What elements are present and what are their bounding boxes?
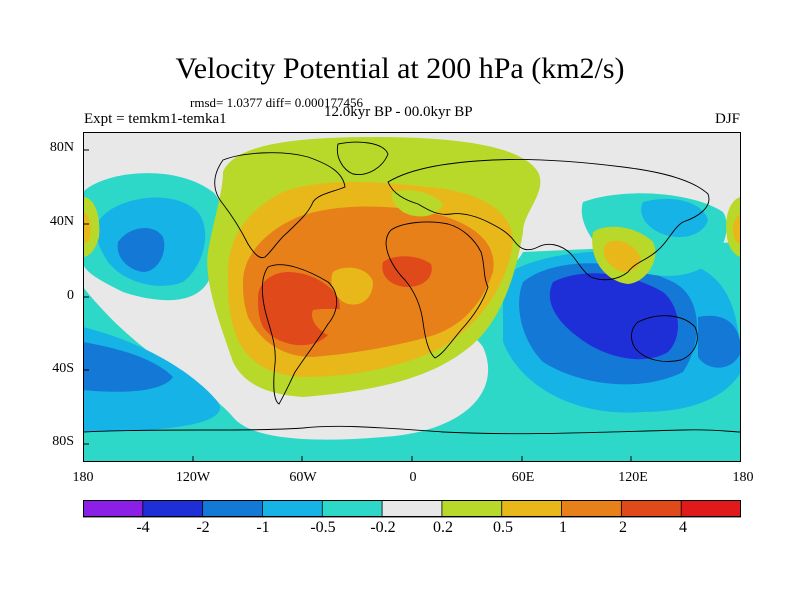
greenland-outline	[336, 141, 389, 175]
colorbar-box	[441, 500, 503, 518]
colorbar-box	[680, 500, 741, 518]
contour-orange-right-edge	[733, 214, 741, 244]
contour-yellow-left-edge	[83, 197, 100, 257]
colorbar-label: 0.5	[493, 519, 513, 536]
y-tick-label: 40N	[49, 214, 74, 229]
x-tick-label: 60W	[289, 470, 317, 485]
contour-darkorange-southamerica-lobe	[312, 308, 384, 340]
contour-blue-south	[83, 342, 173, 392]
colorbar-label: -1	[256, 519, 270, 536]
australia-outline	[631, 315, 698, 362]
colorbar-box	[262, 500, 324, 518]
contour-red-orange-africa	[382, 256, 432, 287]
x-tick-label: 120E	[618, 470, 648, 485]
colorbar-label: 0.2	[433, 519, 453, 536]
colorbar-box	[83, 500, 144, 518]
colorbar-box	[561, 500, 623, 518]
colorbar-label: -4	[136, 519, 150, 536]
y-tick-label: 80S	[52, 434, 74, 449]
y-tick-label: 40S	[52, 361, 74, 376]
eurasia-outline	[387, 159, 710, 281]
colorbar-box	[501, 500, 563, 518]
contour-orange-asia	[603, 240, 641, 272]
colorbar-label: -2	[196, 519, 210, 536]
contour-blue-pacific	[117, 227, 165, 272]
africa-outline	[385, 221, 489, 359]
season-label: DJF	[714, 111, 740, 127]
colorbar-label: 2	[619, 519, 627, 536]
x-tick-label: 120W	[175, 470, 211, 485]
y-tick-label: 80N	[49, 140, 74, 155]
antarctica-outline	[83, 425, 741, 435]
stats-text: rmsd= 1.0377 diff= 0.000177456	[190, 95, 363, 110]
y-tick-label: 0	[67, 288, 74, 303]
experiment-label: Expt = temkm1-temka1	[84, 111, 227, 127]
x-tick-label: 0	[409, 470, 417, 485]
period-label: 12.0kyr BP - 00.0kyr BP	[324, 104, 473, 120]
south-america-outline	[261, 264, 338, 405]
plot-title: Velocity Potential at 200 hPa (km2/s)	[175, 52, 625, 85]
colorbar-box	[202, 500, 264, 518]
colorbar-box	[381, 500, 443, 518]
colorbar-label: 4	[679, 519, 687, 536]
colorbar-box	[321, 500, 383, 518]
contour-orange-midatlantic	[331, 267, 373, 305]
contour-darkblue-east	[549, 273, 679, 360]
colorbar-label: -0.5	[310, 519, 336, 536]
colorbar-box	[142, 500, 204, 518]
colorbar-label: -0.2	[370, 519, 396, 536]
velocity-potential-map	[83, 132, 741, 462]
north-america-outline	[214, 152, 346, 259]
contour-blue-east-lobe	[698, 315, 741, 368]
colorbar-label: 1	[559, 519, 567, 536]
contour-lightblue-northpacific	[641, 198, 708, 238]
colorbar-box	[620, 500, 683, 518]
x-tick-label: 180	[72, 470, 94, 485]
x-tick-label: 180	[732, 470, 754, 485]
contour-yellow-northatlantic	[391, 190, 443, 217]
contour-orange-left-edge	[83, 212, 91, 244]
x-tick-label: 60E	[511, 470, 535, 485]
colorbar	[83, 500, 741, 518]
